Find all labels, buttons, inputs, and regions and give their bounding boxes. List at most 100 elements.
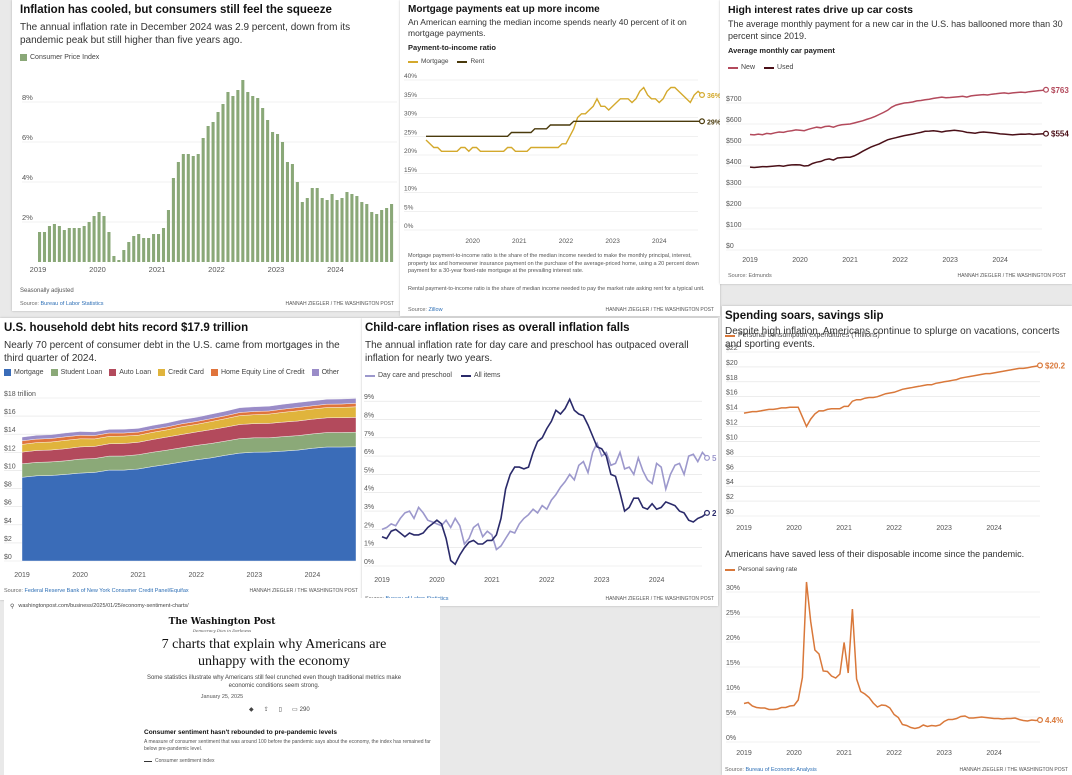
- legend-label: Home Equity Line of Credit: [220, 369, 305, 376]
- bar: [295, 182, 299, 262]
- series-line: [426, 120, 702, 137]
- end-value-label: $554: [1051, 130, 1069, 139]
- x-tick-label: 2022: [188, 572, 204, 579]
- y-tick-label: 0%: [364, 559, 374, 566]
- x-tick-label: 2020: [465, 238, 480, 245]
- share-toolbar: ◆ ⇪ ▯ ▭ 290: [249, 706, 310, 714]
- bar: [67, 228, 71, 262]
- y-tick-label: $100: [726, 222, 742, 229]
- dek: Some statistics illustrate why Americans…: [146, 675, 402, 689]
- x-tick-label: 2023: [942, 257, 958, 264]
- publish-date: January 25, 2025: [200, 694, 244, 700]
- bar: [201, 138, 205, 262]
- share-icon[interactable]: ⇪: [263, 707, 269, 713]
- debt-source: Source: Federal Reserve Bank of New York…: [4, 588, 189, 594]
- x-tick-label: 2024: [986, 525, 1002, 532]
- section-title: Consumer sentiment hasn't rebounded to p…: [144, 729, 337, 736]
- debt-title: U.S. household debt hits record $17.9 tr…: [4, 322, 249, 334]
- cpi-panel: Inflation has cooled, but consumers stil…: [12, 0, 400, 311]
- legend-item: Credit Card: [158, 369, 204, 376]
- x-tick-label: 2023: [936, 750, 952, 757]
- source-link[interactable]: Zillow: [428, 307, 443, 313]
- bar: [62, 230, 66, 262]
- source-link[interactable]: Bureau of Labor Statistics: [40, 301, 104, 307]
- x-tick-label: 2020: [72, 572, 88, 579]
- cpi-credit: HANNAH ZIEGLER / THE WASHINGTON POST: [285, 301, 394, 307]
- bar: [365, 204, 369, 262]
- x-tick-label: 2019: [14, 572, 30, 579]
- x-tick-label: 2020: [792, 257, 808, 264]
- x-tick-label: 2023: [247, 572, 263, 579]
- cpi-title: Inflation has cooled, but consumers stil…: [20, 4, 332, 16]
- bar: [92, 216, 96, 262]
- y-tick-label: $6: [726, 464, 734, 471]
- gift-icon[interactable]: ◆: [249, 707, 254, 713]
- y-tick-label: 15%: [726, 660, 740, 667]
- legend-swatch: [311, 369, 319, 376]
- saving-credit: HANNAH ZIEGLER / THE WASHINGTON POST: [959, 767, 1068, 773]
- saving-legend: Personal saving rate: [725, 566, 797, 573]
- bar: [320, 198, 324, 262]
- y-tick-label: 2%: [364, 522, 374, 529]
- bar: [350, 194, 354, 262]
- y-tick-label: 7%: [364, 431, 374, 438]
- legend-swatch: [728, 66, 738, 69]
- y-tick-label: $0: [726, 243, 734, 250]
- y-tick-label: $2: [726, 494, 734, 501]
- car-subtitle: Average monthly car payment: [728, 46, 835, 55]
- bar: [360, 202, 364, 262]
- bar: [107, 232, 111, 262]
- series-line: [743, 581, 1041, 730]
- pce-consumption-legend: Personal consumption expenditures (Trill…: [725, 332, 880, 339]
- car-legend: New Used: [728, 64, 793, 71]
- x-tick-label: 2021: [836, 525, 852, 532]
- legend-label: Rent: [470, 58, 485, 65]
- bar: [335, 200, 339, 262]
- y-tick-label: $700: [726, 96, 742, 103]
- y-tick-label: 0%: [726, 735, 736, 742]
- mortgage-legend: Mortgage Rent: [408, 58, 484, 65]
- comments-button[interactable]: ▭ 290: [291, 706, 310, 714]
- bookmark-icon[interactable]: ▯: [278, 707, 282, 713]
- bar: [390, 204, 394, 262]
- y-tick-label: $14: [4, 427, 16, 434]
- legend-swatch: [764, 66, 775, 69]
- end-value-label: 4.4%: [1045, 716, 1063, 725]
- legend-label: Day care and preschool: [378, 372, 452, 379]
- url-text[interactable]: washingtonpost.com/business/2025/01/25/e…: [18, 603, 189, 609]
- legend-item: Student Loan: [50, 369, 102, 376]
- x-tick-label: 2024: [327, 265, 344, 274]
- y-tick-label: $400: [726, 159, 742, 166]
- y-tick-label: 9%: [364, 394, 374, 401]
- series-line: [381, 397, 708, 566]
- spending-title: Spending soars, savings slip: [725, 310, 884, 322]
- masthead[interactable]: The Washington Post: [168, 617, 276, 627]
- source-link[interactable]: Federal Reserve Bank of New York Consume…: [24, 588, 189, 594]
- bar: [325, 200, 329, 262]
- legend-item: New: [728, 64, 755, 71]
- bar: [77, 228, 81, 262]
- spending-chart: $0 $2 $4 $6 $8 $10 $12 $14 $16 $18 $20 $22 $20.2 2019…: [726, 345, 1066, 757]
- y-tick-label: $22: [726, 345, 738, 352]
- browser-url-bar[interactable]: ⚲ washingtonpost.com/business/2025/01/25…: [10, 601, 189, 611]
- y-tick-label: 2%: [22, 213, 33, 222]
- site-info-icon[interactable]: ⚲: [10, 603, 15, 610]
- y-tick-label: 10%: [726, 685, 740, 692]
- source-link[interactable]: Bureau of Economic Analysis: [745, 767, 817, 773]
- y-tick-label: $12: [726, 420, 738, 427]
- comment-icon: ▭: [291, 707, 298, 713]
- childcare-credit: HANNAH ZIEGLER / THE WASHINGTON POST: [605, 596, 714, 602]
- legend-item: Mortgage: [408, 58, 448, 65]
- bar: [211, 122, 215, 262]
- bar: [370, 212, 374, 262]
- x-tick-label: 2023: [268, 265, 285, 274]
- y-tick-label: 30%: [404, 111, 417, 118]
- bar: [196, 154, 200, 262]
- debt-legend: Mortgage Student Loan Auto Loan Credit C…: [4, 369, 339, 376]
- series-line: [381, 441, 708, 551]
- bar: [147, 238, 151, 262]
- bar: [380, 210, 384, 262]
- series-line: [749, 129, 1047, 169]
- bar: [216, 112, 220, 262]
- mortgage-title: Mortgage payments eat up more income: [408, 4, 600, 15]
